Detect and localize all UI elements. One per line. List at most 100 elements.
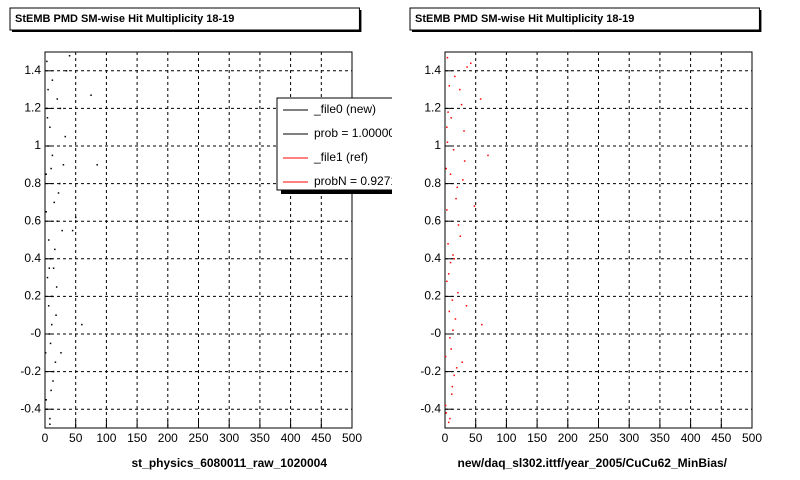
point [451,393,453,395]
y-tick-label: 1.4 [424,63,441,77]
y-tick-label: 0.2 [424,289,441,303]
point [447,111,449,113]
y-tick-label: 0.2 [24,289,41,303]
legend-label: _file1 (ref) [313,150,368,164]
point [64,135,67,138]
point [48,333,51,335]
point [447,421,450,424]
x-tick-label: 500 [742,431,762,445]
chart-title: StEMB PMD SM-wise Hit Multiplicity 18-19 [415,13,634,25]
x-tick-label: 150 [527,431,547,445]
point [51,154,54,157]
y-tick-label: 0.8 [24,176,41,190]
point [44,352,47,354]
x-tick-label: 200 [158,431,178,445]
x-tick-label: 200 [558,431,578,445]
point [448,85,451,87]
point [96,164,98,166]
point [71,229,74,232]
point [446,141,449,143]
point [454,75,456,78]
point [444,355,447,358]
point [453,258,455,260]
point [446,209,448,211]
point [49,417,51,420]
point [459,235,462,237]
x-tick-label: 500 [342,431,362,445]
plot-frame [444,51,753,429]
point [46,408,48,410]
y-tick-label: -0 [430,326,441,340]
point [455,197,457,200]
x-tick-label: 350 [650,431,670,445]
y-tick-label: 1.4 [24,63,41,77]
point [458,88,461,91]
y-tick-label: 0.4 [24,251,41,265]
point [448,310,451,313]
point [449,337,451,339]
point [58,182,61,185]
point [49,258,52,260]
point [56,220,59,222]
point [65,70,68,72]
point [74,216,77,219]
point [447,273,450,275]
point [449,173,452,175]
y-tick-label: 0.6 [24,213,41,227]
point [457,224,460,226]
y-tick-label: -0.4 [420,401,441,415]
x-tick-label: 450 [711,431,731,445]
point [81,323,83,326]
title-box [9,7,360,31]
point [444,404,447,407]
x-tick-label: 400 [681,431,701,445]
point [451,385,454,388]
title-box [409,7,760,31]
legend-label: probN = 0.92712 [314,174,404,188]
point [463,160,466,162]
x-tick-label: 0 [42,431,49,445]
point [452,254,454,256]
y-tick-label: -0 [30,326,41,340]
point [60,352,62,354]
point [46,117,49,119]
point [470,62,472,65]
point [45,211,47,213]
legend-label: prob = 1.000000 [314,126,402,140]
point [48,267,51,269]
y-tick-label: 0.8 [424,176,441,190]
point [52,370,55,373]
y-tick-label: 1 [434,138,441,152]
point [446,56,449,59]
x-tick-label: 350 [250,431,270,445]
legend: _file0 (new) prob = 1.000000 _file1 (ref) p… [276,97,404,194]
point [450,348,452,350]
point [47,239,50,241]
point [466,66,468,68]
x-tick-label: 150 [127,431,147,445]
point [446,126,448,128]
point [455,367,458,369]
point [451,299,454,301]
point [49,423,51,425]
point [456,186,459,189]
point [45,173,47,175]
y-tick-label: 1.2 [424,101,441,115]
x-tick-label: 300 [619,431,639,445]
point [53,201,55,204]
point [445,412,447,414]
point [461,361,463,363]
point [57,192,60,194]
point [52,380,54,382]
x-tick-label: 100 [96,431,116,445]
point [55,314,57,316]
point [49,126,51,128]
x-tick-label: 100 [496,431,516,445]
point [47,145,49,147]
point [463,130,465,132]
plot-frame [44,51,353,429]
point [59,107,62,110]
y-tick-label: 1.2 [24,101,41,115]
point [481,323,483,326]
